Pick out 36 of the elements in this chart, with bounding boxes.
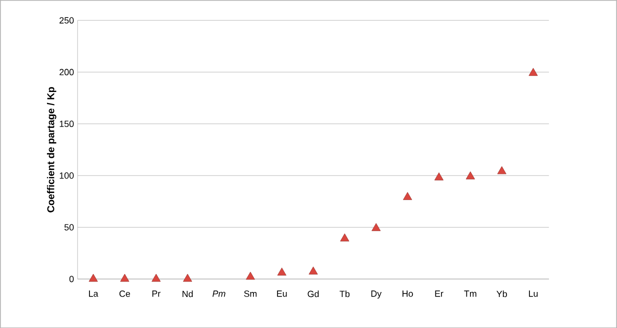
- x-tick-label: Ce: [119, 290, 130, 297]
- x-tick-label: Eu: [277, 290, 287, 297]
- point: [88, 274, 98, 282]
- point: [466, 171, 475, 180]
- x-tick-label: Tb: [340, 290, 350, 297]
- point: [528, 68, 538, 76]
- x-tick-label: Dy: [371, 290, 382, 298]
- point: [403, 192, 412, 200]
- x-tick-label: Pm: [212, 290, 226, 297]
- point: [246, 272, 255, 280]
- point: [277, 267, 286, 276]
- point: [120, 274, 130, 282]
- x-tick-label: Er: [435, 290, 444, 297]
- point: [372, 222, 381, 231]
- x-tick-label: Pr: [152, 290, 160, 297]
- y-tick-label: 0: [69, 276, 74, 282]
- y-tick-label: 200: [60, 68, 74, 76]
- point: [308, 266, 318, 274]
- point: [183, 274, 192, 282]
- y-tick-label: 250: [60, 17, 74, 24]
- x-tick-label: La: [89, 290, 98, 297]
- y-tick-label: 100: [60, 172, 74, 179]
- point: [340, 233, 350, 242]
- y-axis-title: Coefficient de partage / Kp: [46, 86, 56, 212]
- y-tick-label: 150: [60, 120, 74, 127]
- point: [497, 166, 506, 174]
- x-tick-label: Tm: [464, 290, 476, 297]
- point: [152, 274, 161, 282]
- y-tick-label: 50: [64, 224, 74, 230]
- x-tick-label: Nd: [182, 290, 193, 297]
- x-tick-label: Yb: [496, 290, 507, 297]
- x-tick-label: Gd: [308, 290, 319, 297]
- x-tick-label: Sm: [244, 290, 257, 297]
- x-tick-label: Lu: [528, 290, 538, 297]
- point: [434, 172, 444, 180]
- x-tick-label: Ho: [402, 290, 413, 297]
